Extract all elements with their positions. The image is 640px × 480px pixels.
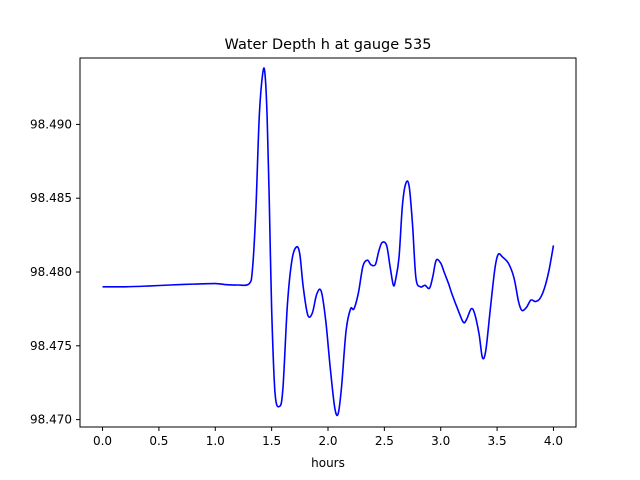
x-tick-label: 1.0 [206,434,225,448]
x-tick-label: 0.5 [149,434,168,448]
x-axis-label: hours [311,456,345,470]
y-tick-label: 98.485 [30,191,72,205]
series-line-0 [102,67,555,417]
x-tick-label: 2.0 [318,434,337,448]
plot-area: 0.0 0.5 1.0 1.5 2.0 2.5 3.0 3.5 4.0 98.470 98.475… [30,57,577,448]
series-layer [102,67,555,417]
x-tick-label: 4.0 [544,434,563,448]
x-tick-label: 2.5 [375,434,394,448]
y-axis: 98.470 98.475 98.480 98.485 98.490 [30,117,80,427]
x-tick-label: 0.0 [93,434,112,448]
y-tick-label: 98.490 [30,117,72,131]
y-tick-label: 98.475 [30,339,72,353]
chart-title: Water Depth h at gauge 535 [225,37,432,53]
x-tick-label: 1.5 [262,434,281,448]
y-tick-label: 98.470 [30,413,72,427]
x-tick-label: 3.5 [488,434,507,448]
x-tick-label: 3.0 [431,434,450,448]
y-tick-label: 98.480 [30,265,72,279]
x-axis: 0.0 0.5 1.0 1.5 2.0 2.5 3.0 3.5 4.0 [93,427,563,448]
